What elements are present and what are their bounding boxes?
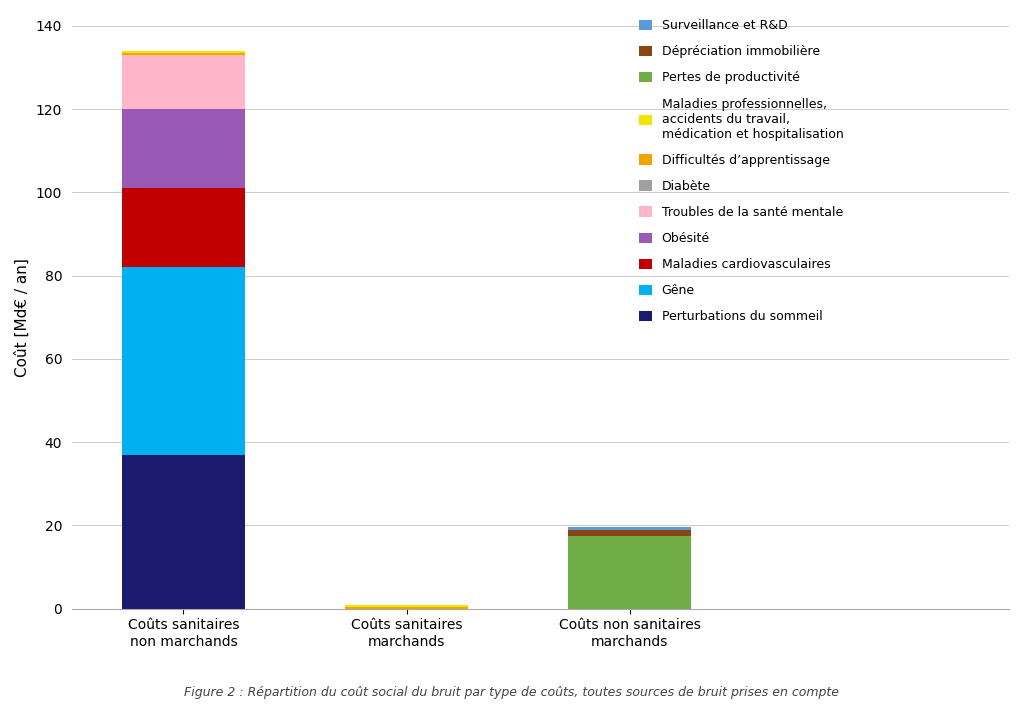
Bar [122,189,245,268]
Bar [122,455,245,609]
Bar [122,268,245,455]
Bar [568,527,691,530]
Bar [122,51,245,53]
Bar [122,55,245,109]
Bar [568,530,691,536]
Bar [568,536,691,609]
Legend: Surveillance et R&D, Dépréciation immobilière, Pertes de productivité, Maladies : Surveillance et R&D, Dépréciation immobi… [634,14,849,328]
Bar [345,604,468,606]
Bar [345,606,468,609]
Text: Figure 2 : Répartition du coût social du bruit par type de coûts, toutes sources: Figure 2 : Répartition du coût social du… [184,686,840,699]
Bar [122,53,245,55]
Bar [122,109,245,189]
Y-axis label: Coût [Md€ / an]: Coût [Md€ / an] [15,258,30,377]
